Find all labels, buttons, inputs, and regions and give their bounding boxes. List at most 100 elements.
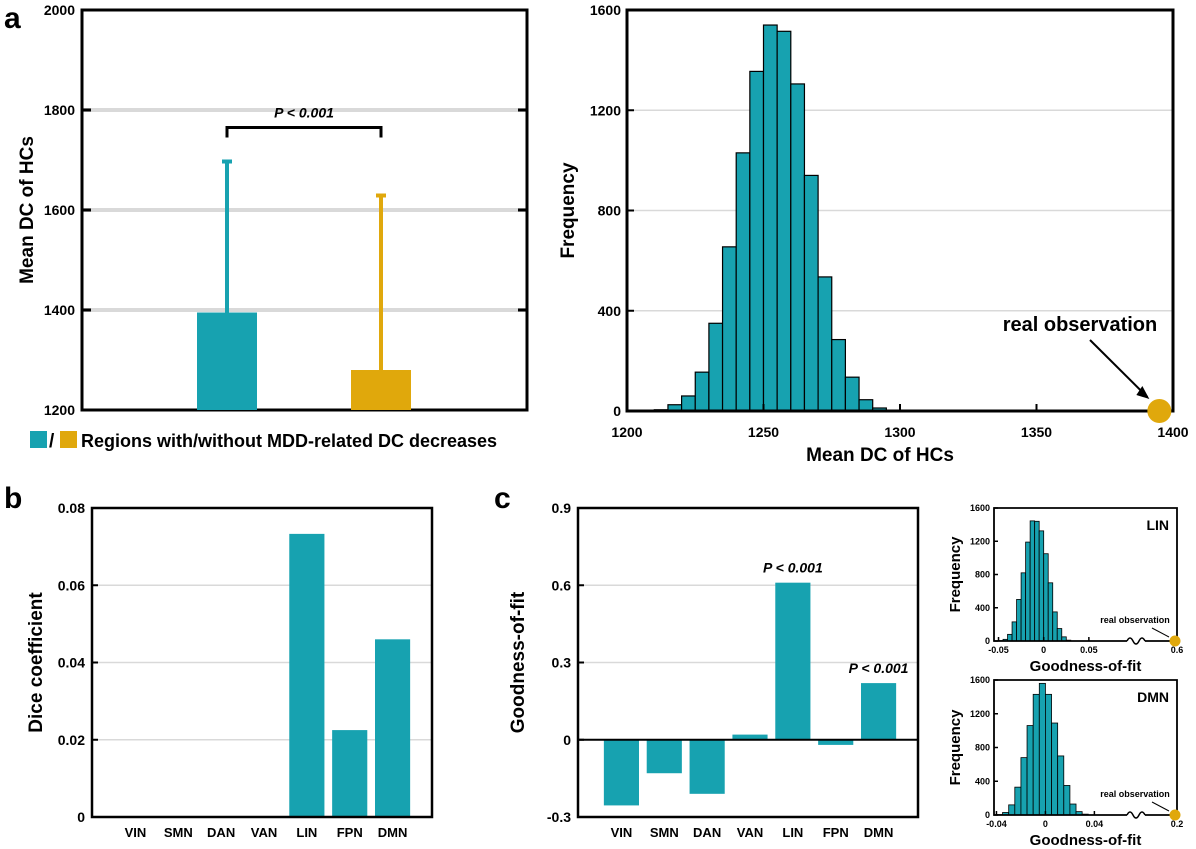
x-tick-label: 1400 [1157, 424, 1188, 440]
significance-label: P < 0.001 [763, 560, 823, 576]
y-tick-label: 1200 [970, 536, 990, 546]
x-tick-label: VAN [251, 825, 277, 840]
x-tick-label: 1300 [884, 424, 915, 440]
bar-FPN [332, 730, 368, 817]
y-tick-label: 0 [985, 636, 990, 646]
histogram-bin [1069, 803, 1077, 816]
histogram-bin [1043, 553, 1049, 642]
significance-bracket [225, 126, 383, 138]
histogram-bin [694, 371, 710, 412]
bar-DAN [689, 739, 725, 794]
x-tick-label: VAN [737, 825, 763, 840]
x-axis-title: Goodness-of-fit [1030, 832, 1142, 849]
y-tick-label: 0.08 [58, 500, 85, 516]
x-tick-label: VIN [125, 825, 147, 840]
x-axis-title: Goodness-of-fit [1030, 658, 1142, 675]
histogram-bin [790, 83, 806, 412]
histogram-bin [1056, 628, 1063, 642]
histogram-bin [1032, 693, 1040, 816]
y-tick-label: 0.6 [552, 577, 572, 593]
y-axis-title: Frequency [947, 536, 964, 613]
histogram-bin [735, 152, 751, 412]
histogram-bin [1008, 804, 1016, 816]
y-tick-label: 0.9 [552, 500, 572, 516]
x-tick-label: 0.05 [1080, 645, 1098, 655]
histogram-bin [1029, 520, 1036, 642]
x-tick-label: SMN [650, 825, 679, 840]
y-tick-label: 0.02 [58, 732, 85, 748]
histogram-bin [1038, 530, 1045, 642]
y-tick-label: 800 [975, 743, 990, 753]
x-tick-label: FPN [823, 825, 849, 840]
histogram-bin [1014, 786, 1022, 816]
y-tick-label: 0 [985, 810, 990, 820]
histogram-bin [1007, 633, 1013, 642]
histogram-bin [1020, 757, 1028, 816]
x-tick-label-right: 0.6 [1171, 645, 1184, 655]
histogram-title: LIN [1146, 517, 1169, 533]
histogram-bin [1020, 572, 1027, 642]
x-tick-label: 0 [1043, 819, 1048, 829]
y-tick-label: 1200 [590, 102, 621, 118]
histogram-bin [1047, 582, 1054, 642]
histogram-bin [1063, 785, 1071, 816]
x-tick-label: VIN [611, 825, 633, 840]
x-tick-label: -0.05 [988, 645, 1009, 655]
chart-b-dice: 0 0.02 0.04 0.06 0.08 VIN SMN DAN VAN LIN FPN DMN Di… [26, 500, 434, 840]
x-tick-label: 1350 [1021, 424, 1052, 440]
real-observation-arrow [1089, 339, 1149, 398]
histogram-bin [708, 322, 724, 412]
histogram-bin [762, 24, 778, 412]
x-tick-label: 0.04 [1086, 819, 1104, 829]
x-tick-label-right: 0.2 [1171, 819, 1184, 829]
chart-c-goodness: -0.3 0 0.3 0.6 0.9 VIN SMN DAN VAN LIN FPN DMN P < 0… [508, 500, 920, 840]
plot-frame [80, 8, 529, 412]
bar-VAN [732, 734, 768, 740]
real-observation-marker [1169, 635, 1181, 647]
y-tick-label: 1800 [44, 102, 75, 118]
real-observation-arrow [1151, 801, 1170, 812]
significance-label: P < 0.001 [849, 660, 909, 676]
y-tick-label: 1200 [970, 709, 990, 719]
y-tick-label: -0.3 [547, 809, 571, 825]
histogram-bin [721, 246, 737, 412]
histogram-bin [844, 376, 860, 412]
x-tick-label: DAN [693, 825, 721, 840]
panel-label-c: c [494, 482, 511, 515]
y-tick-label: 1600 [970, 675, 990, 685]
y-tick-label: 400 [975, 603, 990, 613]
legend-text: Regions with/without MDD-related DC decr… [81, 431, 497, 451]
y-tick-label: 0.04 [58, 655, 85, 671]
histogram-bin [1034, 520, 1040, 642]
y-axis-title: Dice coefficient [26, 592, 47, 733]
histogram-bin [1011, 621, 1017, 642]
y-tick-label: 1600 [970, 503, 990, 513]
histogram-bin [1025, 541, 1031, 642]
bar-LIN [775, 582, 811, 740]
y-axis-title: Frequency [947, 709, 964, 786]
histogram-bin [1051, 722, 1059, 816]
y-axis-title: Goodness-of-fit [508, 591, 529, 733]
legend-swatch-without [60, 431, 77, 448]
axis-break [1126, 637, 1146, 645]
axis-break [1126, 811, 1146, 819]
x-tick-label: 0 [1041, 645, 1046, 655]
real-observation-label: real observation [1100, 615, 1170, 625]
y-tick-label: 0 [77, 809, 85, 825]
bar-LIN [289, 533, 325, 817]
real-observation-label: real observation [1100, 789, 1170, 799]
x-tick-label: SMN [164, 825, 193, 840]
x-tick-label: -0.04 [986, 819, 1007, 829]
bar-with [197, 312, 257, 410]
bar-FPN [818, 739, 854, 745]
y-tick-label: 800 [975, 570, 990, 580]
bar-SMN [646, 739, 682, 774]
legend-separator: / [49, 431, 55, 452]
histogram-bin [1038, 682, 1046, 816]
chart-a-histogram: 0 400 800 1200 1600 1200 1250 1300 1350 1400 real … [558, 2, 1189, 466]
bar-VIN [603, 739, 639, 806]
panel-label-b: b [4, 482, 22, 515]
y-tick-label: 400 [598, 303, 622, 319]
